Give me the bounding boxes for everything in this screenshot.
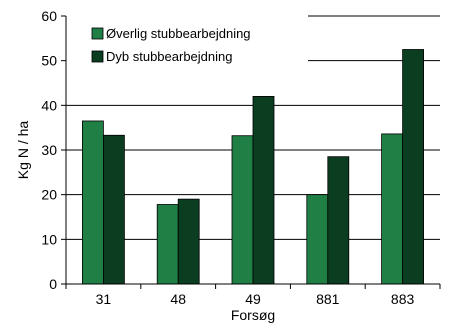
bar-1-48 (156, 204, 179, 285)
y-tick-label: 50 (41, 53, 57, 69)
x-tick-label: 48 (170, 291, 186, 307)
y-tick-label: 30 (41, 142, 57, 158)
x-tick-label: 31 (96, 291, 112, 307)
legend-label-series-1: Øverlig stubbearbejdning (106, 26, 251, 41)
bar-2-883 (402, 49, 425, 285)
y-tick-label: 40 (41, 97, 57, 113)
bar-2-881 (327, 156, 350, 285)
bar-1-31 (82, 120, 104, 285)
y-axis-title: Kg N / ha (15, 121, 31, 180)
x-tick-label: 881 (316, 291, 340, 307)
bar-1-49 (231, 135, 254, 285)
x-tick-labels: 31 48 49 881 883 (96, 291, 415, 307)
x-axis-title: Forsøg (231, 307, 275, 323)
axes (61, 15, 441, 289)
x-tick-label: 883 (391, 291, 415, 307)
bar-2-31 (103, 134, 125, 285)
bar-1-883 (381, 133, 404, 285)
y-tick-label: 60 (41, 8, 57, 24)
bar-2-49 (252, 96, 275, 285)
legend-swatch-series-2 (91, 50, 104, 63)
legend-label-series-2: Dyb stubbearbejdning (106, 49, 232, 64)
legend: Øverlig stubbearbejdning Dyb stubbearbej… (91, 26, 251, 64)
bar-1-881 (306, 194, 329, 285)
y-tick-labels: 0 10 20 30 40 50 60 (41, 8, 57, 292)
y-tick-label: 0 (49, 276, 57, 292)
bars (82, 49, 425, 285)
legend-swatch-series-1 (91, 27, 104, 40)
y-tick-label: 10 (41, 231, 57, 247)
y-tick-label: 20 (41, 187, 57, 203)
bar-2-48 (177, 198, 200, 285)
x-tick-label: 49 (245, 291, 261, 307)
